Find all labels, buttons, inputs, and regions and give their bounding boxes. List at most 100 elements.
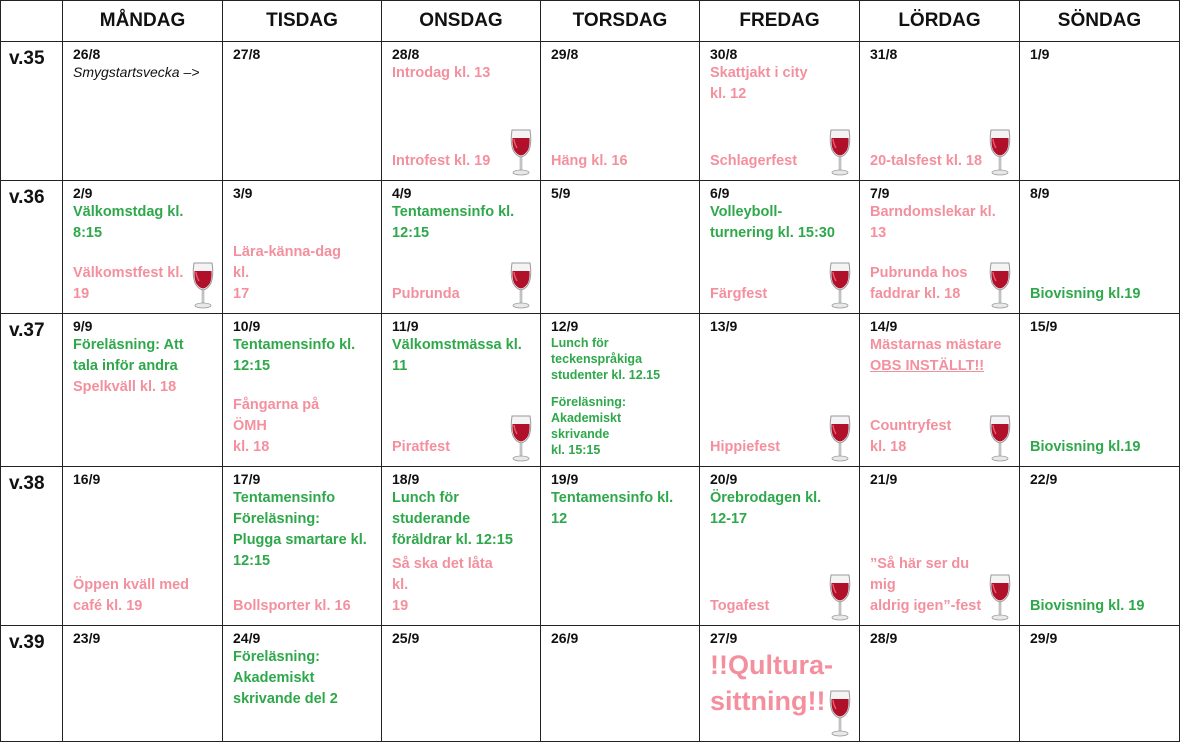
day-cell-content: 22/9 Biovisning kl. 19	[1020, 467, 1179, 625]
event-text: Biovisning kl.19	[1030, 439, 1141, 455]
day-cell-top: 11/9 Välkomstmässa kl. 11	[382, 314, 540, 377]
day-cell-top: 28/9	[860, 626, 1019, 647]
event-text: Häng kl. 16	[551, 153, 628, 169]
day-date: 31/8	[870, 46, 898, 62]
week-label: v.35	[0, 41, 63, 181]
day-cell-wednesday: 4/9 Tentamensinfo kl. 12:15 Pubrunda	[381, 180, 541, 314]
day-cell-top: 21/9	[860, 467, 1019, 488]
day-cell-content: 24/9 Föreläsning: Akademiskt skrivande de…	[223, 626, 381, 741]
week-label: v.38	[0, 466, 63, 626]
day-cell-content: 10/9 Tentamensinfo kl. 12:15 Fångarna på Ö…	[223, 314, 381, 466]
day-cell-content: 27/8	[223, 42, 381, 180]
day-cell-sunday: 8/9 Biovisning kl.19	[1019, 180, 1180, 314]
day-cell-tuesday: 3/9 Lära-känna-dag kl. 17	[222, 180, 382, 314]
day-cell-content: 29/9	[1020, 626, 1179, 741]
day-cell-content: 30/8 Skattjakt i city kl. 12 Schlagerfest	[700, 42, 859, 180]
day-date: 18/9	[392, 471, 420, 487]
day-cell-top: 26/9	[541, 626, 699, 647]
day-cell-content: 7/9 Barndomslekar kl. 13 Pubrunda hos fadd…	[860, 181, 1019, 313]
day-date: 5/9	[551, 185, 571, 201]
event-text: ”Så här ser du mig aldrig igen”-fest	[870, 556, 982, 614]
day-cell-top: 24/9 Föreläsning: Akademiskt skrivande de…	[223, 626, 381, 710]
event-text: Tentamensinfo Föreläsning: Plugga smarta…	[233, 490, 367, 569]
day-cell-bottom: Hippiefest	[710, 437, 831, 458]
day-cell-top: 20/9 Örebrodagen kl. 12-17	[700, 467, 859, 530]
day-cell-top: 7/9 Barndomslekar kl. 13	[860, 181, 1019, 244]
event-text: Lära-känna-dag kl. 17	[233, 244, 341, 302]
day-cell-sunday: 15/9 Biovisning kl.19	[1019, 313, 1180, 467]
event-text: Så ska det låta kl. 19	[392, 556, 493, 614]
day-cell-content: 28/8 Introdag kl. 13 Introfest kl. 19	[382, 42, 540, 180]
wine-glass-icon	[827, 128, 853, 176]
week-row: v.37 9/9 Föreläsning: Att tala inför andra…	[0, 313, 1180, 467]
day-cell-top: 30/8 Skattjakt i city kl. 12	[700, 42, 859, 105]
header-sunday: SÖNDAG	[1019, 0, 1180, 42]
day-cell-content: 3/9 Lära-känna-dag kl. 17	[223, 181, 381, 313]
day-date: 22/9	[1030, 471, 1058, 487]
day-cell-bottom: Föreläsning: Akademiskt skrivande kl. 15…	[551, 394, 671, 458]
day-cell-bottom: Färgfest	[710, 284, 831, 305]
day-date: 4/9	[392, 185, 412, 201]
day-cell-content: 4/9 Tentamensinfo kl. 12:15 Pubrunda	[382, 181, 540, 313]
event-text: Fångarna på ÖMH kl. 18	[233, 397, 320, 455]
day-cell-bottom: Introfest kl. 19	[392, 151, 512, 172]
event-text: Hippiefest	[710, 439, 781, 455]
event-text: Föreläsning: Att tala inför andra	[73, 337, 184, 374]
day-cell-bottom: Välkomstfest kl. 19	[73, 263, 194, 305]
day-date: 27/8	[233, 46, 261, 62]
day-cell-top: 12/9 Lunch för teckenspråkiga studenter k…	[541, 314, 699, 383]
day-cell-content: 23/9	[63, 626, 222, 741]
day-date: 20/9	[710, 471, 738, 487]
day-cell-top: 10/9 Tentamensinfo kl. 12:15	[223, 314, 381, 377]
day-cell-bottom: ”Så här ser du mig aldrig igen”-fest	[870, 554, 991, 617]
day-cell-top: 1/9	[1020, 42, 1179, 63]
day-cell-content: 27/9 !!Qultura- sittning!!	[700, 626, 859, 741]
day-cell-content: 15/9 Biovisning kl.19	[1020, 314, 1179, 466]
day-cell-top: 17/9 Tentamensinfo Föreläsning: Plugga sm…	[223, 467, 381, 572]
day-cell-top: 29/8	[541, 42, 699, 63]
day-cell-top: 2/9 Välkomstdag kl. 8:15	[63, 181, 222, 244]
day-cell-monday: 2/9 Välkomstdag kl. 8:15 Välkomstfest kl. …	[62, 180, 223, 314]
day-cell-bottom: Häng kl. 16	[551, 151, 671, 172]
day-cell-content: 6/9 Volleyboll- turnering kl. 15:30 Färgfe…	[700, 181, 859, 313]
day-date: 12/9	[551, 318, 579, 334]
header-saturday: LÖRDAG	[859, 0, 1020, 42]
event-text: Countryfest kl. 18	[870, 418, 952, 455]
event-text: 20-talsfest kl. 18	[870, 153, 983, 169]
day-date: 11/9	[392, 318, 419, 334]
day-cell-content: 18/9 Lunch för studerande föräldrar kl. 1…	[382, 467, 540, 625]
wine-glass-icon	[987, 261, 1013, 309]
event-text: Barndomslekar kl. 13	[870, 204, 996, 241]
event-text: Piratfest	[392, 439, 451, 455]
event-text: Lunch för teckenspråkiga studenter kl. 1…	[551, 336, 661, 382]
event-text: Örebrodagen kl. 12-17	[710, 490, 822, 527]
event-text: Introdag kl. 13	[392, 65, 491, 81]
week-row: v.35 26/8 Smygstartsvecka –> 27/8 28/8 Introd…	[0, 41, 1180, 181]
day-cell-top: 31/8	[860, 42, 1019, 63]
day-date: 28/9	[870, 630, 898, 646]
event-text: Biovisning kl.19	[1030, 286, 1141, 302]
day-date: 28/8	[392, 46, 420, 62]
event-text: Introfest kl. 19	[392, 153, 491, 169]
day-cell-sunday: 1/9	[1019, 41, 1180, 181]
day-cell-friday: 27/9 !!Qultura- sittning!!	[699, 625, 860, 742]
day-date: 26/8	[73, 46, 101, 62]
day-cell-content: 1/9	[1020, 42, 1179, 180]
wine-glass-icon	[190, 261, 216, 309]
event-text: Bollsporter kl. 16	[233, 598, 351, 614]
event-text: Tentamensinfo kl. 12:15	[233, 337, 356, 374]
wine-glass-icon	[987, 573, 1013, 621]
day-date: 8/9	[1030, 185, 1050, 201]
day-cell-top: 28/8 Introdag kl. 13	[382, 42, 540, 84]
day-date: 19/9	[551, 471, 579, 487]
day-date: 14/9	[870, 318, 898, 334]
day-date: 27/9	[710, 630, 738, 646]
event-text: Schlagerfest	[710, 153, 798, 169]
wine-glass-icon	[827, 573, 853, 621]
day-cell-bottom: Pubrunda	[392, 284, 512, 305]
day-cell-content: 20/9 Örebrodagen kl. 12-17 Togafest	[700, 467, 859, 625]
day-cell-bottom: Piratfest	[392, 437, 512, 458]
day-date: 24/9	[233, 630, 261, 646]
day-cell-tuesday: 27/8	[222, 41, 382, 181]
